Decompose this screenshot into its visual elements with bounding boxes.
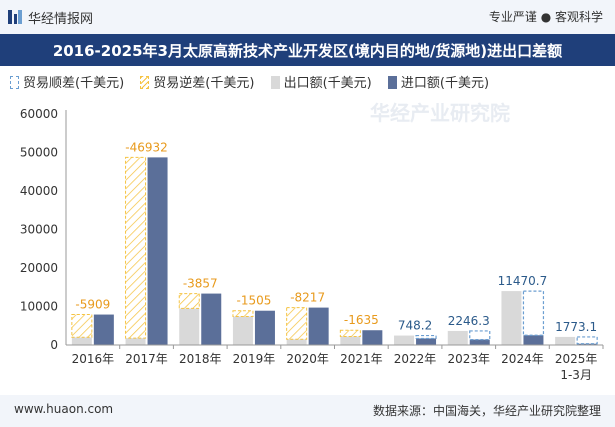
y-tick-label: 20000 bbox=[20, 261, 58, 275]
x-tick-label: 2021年 bbox=[340, 352, 383, 366]
data-label: 2246.3 bbox=[448, 314, 490, 328]
footer: www.huaon.com 数据来源：中国海关，华经产业研究院整理 bbox=[0, 395, 615, 427]
brand-name: 华经情报网 bbox=[28, 12, 94, 27]
data-label: -46932 bbox=[125, 140, 168, 154]
x-tick-label: 2019年 bbox=[233, 352, 276, 366]
data-label: 11470.7 bbox=[498, 274, 548, 288]
legend-swatch-deficit bbox=[140, 76, 150, 89]
y-tick-label: 30000 bbox=[20, 223, 58, 237]
surplus-bar bbox=[522, 290, 545, 336]
y-tick-label: 0 bbox=[50, 338, 58, 352]
data-label: -1635 bbox=[344, 313, 379, 327]
deficit-bar bbox=[71, 314, 93, 338]
data-label: -5909 bbox=[75, 298, 110, 312]
import-bar bbox=[577, 343, 598, 345]
legend-item-export: 出口额(千美元) bbox=[270, 72, 372, 91]
legend-label-import: 进口额(千美元) bbox=[400, 76, 490, 91]
deficit-bar bbox=[232, 310, 254, 318]
footer-url: www.huaon.com bbox=[14, 402, 114, 416]
deficit-bar bbox=[125, 156, 147, 339]
import-bar bbox=[147, 157, 168, 345]
brand-logo-icon bbox=[8, 10, 22, 24]
import-bar bbox=[93, 314, 114, 345]
legend-swatch-export bbox=[270, 76, 280, 89]
x-tick-label: 2020年 bbox=[286, 352, 329, 366]
title-bar: 2016-2025年3月太原高新技术产业开发区(境内目的地/货源地)进出口差额 bbox=[0, 34, 615, 66]
legend-label-surplus: 贸易顺差(千美元) bbox=[23, 76, 125, 91]
deficit-bar bbox=[178, 293, 200, 309]
surplus-bar bbox=[469, 330, 491, 341]
export-bar bbox=[286, 339, 307, 345]
surplus-bar bbox=[576, 336, 598, 345]
export-bar bbox=[394, 335, 415, 345]
export-bar bbox=[125, 338, 146, 345]
footer-source: 数据来源：中国海关，华经产业研究院整理 bbox=[372, 404, 601, 418]
data-label: 748.2 bbox=[398, 319, 432, 333]
export-bar bbox=[179, 308, 200, 345]
legend-item-deficit: 贸易逆差(千美元) bbox=[140, 72, 254, 91]
slogan: 专业严谨 ● 客观科学 bbox=[488, 10, 603, 24]
deficit-bar bbox=[339, 329, 361, 338]
chart-title: 2016-2025年3月太原高新技术产业开发区(境内目的地/货源地)进出口差额 bbox=[52, 42, 563, 60]
export-bar bbox=[501, 291, 522, 345]
legend-label-deficit: 贸易逆差(千美元) bbox=[153, 76, 255, 91]
import-bar bbox=[308, 307, 329, 345]
surplus-bar bbox=[415, 334, 437, 340]
export-bar bbox=[555, 336, 576, 345]
legend-swatch-surplus bbox=[10, 76, 19, 89]
y-tick-label: 60000 bbox=[20, 107, 58, 121]
export-bar bbox=[447, 330, 468, 345]
y-tick-label: 50000 bbox=[20, 146, 58, 160]
x-tick-label: 2025年 bbox=[555, 352, 598, 366]
data-label: -1505 bbox=[237, 294, 272, 308]
chart-legend: 贸易顺差(千美元) 贸易逆差(千美元) 出口额(千美元) 进口额(千美元) bbox=[10, 72, 501, 92]
deficit-bar bbox=[286, 307, 308, 340]
export-bar bbox=[232, 316, 253, 345]
watermark: 华经产业研究院 bbox=[370, 101, 510, 125]
import-bar bbox=[362, 330, 383, 345]
import-bar bbox=[254, 310, 275, 345]
export-bar bbox=[71, 337, 92, 345]
x-tick-label: 2023年 bbox=[447, 352, 490, 366]
import-bar bbox=[523, 335, 544, 345]
export-bar bbox=[340, 336, 361, 345]
import-bar bbox=[469, 339, 490, 345]
import-bar bbox=[416, 338, 437, 345]
legend-swatch-import bbox=[387, 76, 397, 89]
data-label: 1773.1 bbox=[555, 320, 597, 334]
chart-area: 华经产业研究院 0100002000030000400005000060000 … bbox=[20, 101, 604, 382]
top-bar: 华经情报网 专业严谨 ● 客观科学 bbox=[0, 0, 615, 34]
data-label: -8217 bbox=[290, 291, 325, 305]
x-tick-label: 2022年 bbox=[394, 352, 437, 366]
y-tick-label: 40000 bbox=[20, 184, 58, 198]
import-bar bbox=[201, 293, 222, 345]
x-tick-label: 1-3月 bbox=[560, 368, 592, 382]
x-tick-label: 2018年 bbox=[179, 352, 222, 366]
y-tick-label: 10000 bbox=[20, 300, 58, 314]
x-tick-label: 2017年 bbox=[125, 352, 168, 366]
data-label: -3857 bbox=[183, 277, 218, 291]
legend-item-import: 进口额(千美元) bbox=[387, 72, 490, 91]
legend-item-surplus: 贸易顺差(千美元) bbox=[10, 72, 124, 91]
x-tick-label: 2016年 bbox=[72, 352, 115, 366]
x-tick-label: 2024年 bbox=[501, 352, 544, 366]
legend-label-export: 出口额(千美元) bbox=[283, 76, 372, 91]
